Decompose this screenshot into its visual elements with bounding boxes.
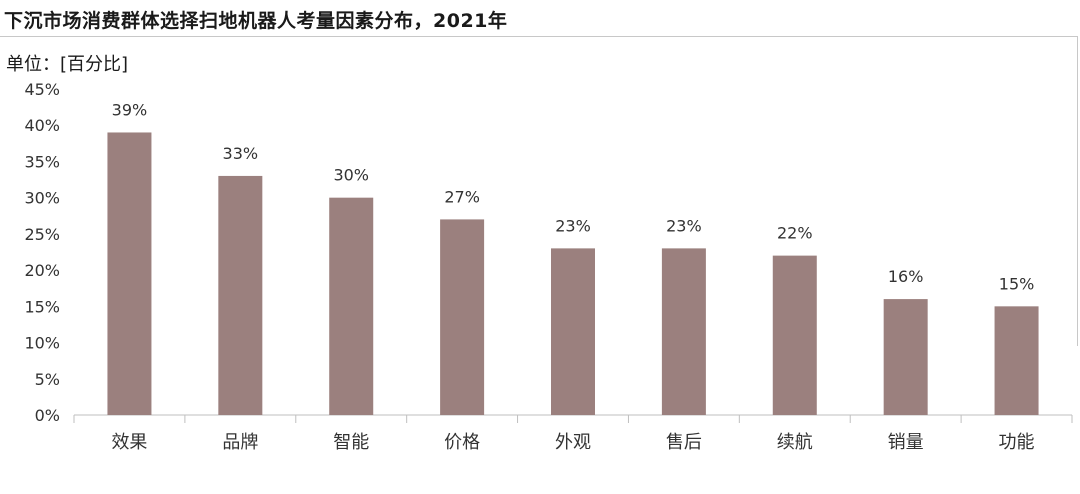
y-tick-label: 5% bbox=[35, 370, 60, 389]
y-tick-label: 20% bbox=[24, 261, 60, 280]
chart-title: 下沉市场消费群体选择扫地机器人考量因素分布，2021年 bbox=[4, 10, 508, 32]
bar bbox=[772, 255, 817, 415]
category-label: 销量 bbox=[888, 432, 924, 453]
value-labels: 39% 33% 30% 27% 23% 23% 22% 16% 15% bbox=[112, 100, 1035, 293]
category-label: 功能 bbox=[999, 432, 1035, 453]
data-label: 23% bbox=[555, 216, 591, 235]
y-tick-label: 45% bbox=[24, 80, 60, 99]
bars bbox=[107, 132, 1039, 415]
category-label: 智能 bbox=[333, 432, 369, 453]
data-label: 33% bbox=[223, 144, 259, 163]
data-label: 15% bbox=[999, 274, 1035, 293]
unit-label: 单位：[百分比] bbox=[6, 54, 129, 75]
category-label: 品牌 bbox=[222, 432, 258, 453]
frame-right-edge bbox=[1077, 36, 1078, 346]
bar bbox=[994, 306, 1039, 415]
data-label: 23% bbox=[666, 216, 702, 235]
category-label: 外观 bbox=[555, 432, 591, 453]
y-tick-label: 35% bbox=[24, 152, 60, 171]
bar bbox=[107, 132, 152, 415]
y-tick-label: 0% bbox=[35, 406, 60, 425]
category-label: 效果 bbox=[111, 432, 147, 453]
y-tick-label: 15% bbox=[24, 297, 60, 316]
data-label: 30% bbox=[333, 166, 369, 185]
y-axis: 0% 5% 10% 15% 20% 25% 30% 35% 40% 45% bbox=[24, 80, 60, 425]
category-label: 续航 bbox=[777, 432, 813, 453]
bar bbox=[440, 219, 485, 415]
title-divider bbox=[0, 36, 1078, 37]
category-label: 售后 bbox=[666, 432, 702, 453]
data-label: 16% bbox=[888, 267, 924, 286]
data-label: 22% bbox=[777, 224, 813, 243]
data-label: 39% bbox=[112, 100, 148, 119]
bar bbox=[661, 248, 706, 415]
y-tick-label: 25% bbox=[24, 225, 60, 244]
y-tick-label: 30% bbox=[24, 189, 60, 208]
bar bbox=[329, 197, 374, 415]
x-axis: 效果 品牌 智能 价格 外观 售后 续航 销量 功能 bbox=[73, 414, 1073, 453]
y-tick-label: 40% bbox=[24, 116, 60, 135]
bar bbox=[883, 299, 928, 415]
category-label: 价格 bbox=[444, 432, 480, 453]
bar bbox=[551, 248, 595, 415]
data-label: 27% bbox=[444, 187, 480, 206]
bar bbox=[218, 175, 263, 415]
y-tick-label: 10% bbox=[24, 334, 60, 353]
